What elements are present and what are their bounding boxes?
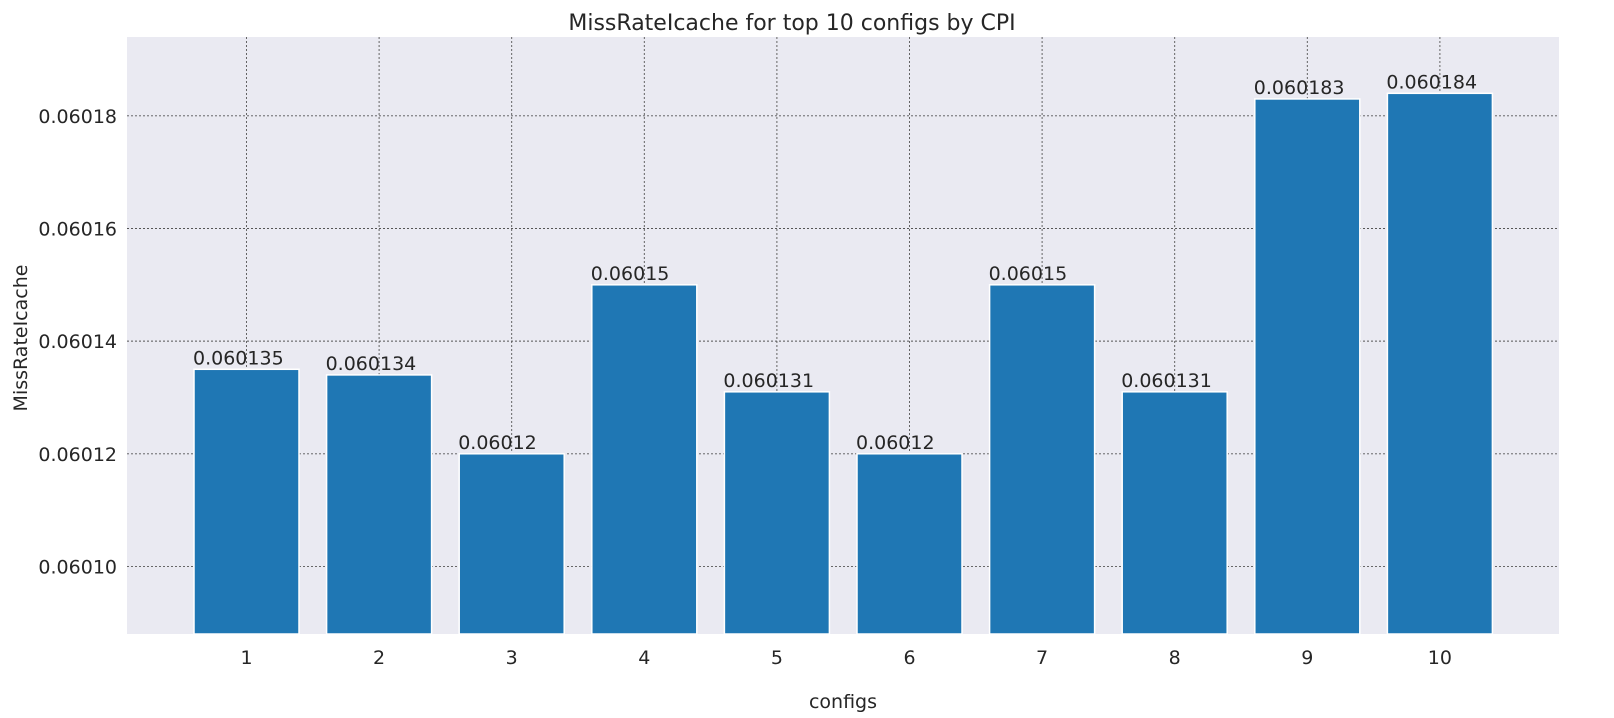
x-tick-label: 1 — [240, 647, 252, 669]
bar — [1254, 98, 1361, 635]
x-tick-label: 9 — [1301, 647, 1313, 669]
x-tick-label: 7 — [1036, 647, 1048, 669]
bar — [325, 374, 433, 635]
bar-value-label: 0.060134 — [326, 353, 417, 375]
bar-value-label: 0.06015 — [989, 263, 1068, 285]
y-tick-label: 0.06010 — [38, 556, 117, 578]
bar — [1386, 92, 1494, 635]
y-tick-label: 0.06012 — [38, 444, 117, 466]
data-labels: 0.060135 0.060134 0.06012 0.06015 0.060131 0.… — [193, 71, 1477, 453]
chart-title: MissRateIcache for top 10 configs by CPI — [568, 11, 1015, 36]
x-tick-label: 10 — [1428, 647, 1452, 669]
bar — [591, 284, 698, 635]
y-tick-labels: 0.06010 0.06012 0.06014 0.06016 0.06018 — [38, 106, 117, 579]
bar-value-label: 0.060135 — [193, 347, 284, 369]
bars — [193, 92, 1494, 635]
bar-value-label: 0.060131 — [723, 370, 814, 392]
bar-value-label: 0.06012 — [856, 432, 935, 454]
bar — [193, 368, 300, 635]
y-tick-label: 0.06016 — [38, 218, 117, 240]
bar — [856, 453, 963, 635]
x-tick-label: 8 — [1169, 647, 1181, 669]
bar — [988, 284, 1096, 635]
y-tick-label: 0.06014 — [38, 331, 117, 353]
bar-value-label: 0.060183 — [1254, 77, 1345, 99]
bar-value-label: 0.06015 — [591, 263, 670, 285]
y-axis-label: MissRateIcache — [10, 265, 32, 412]
x-tick-label: 5 — [771, 647, 783, 669]
bar-value-label: 0.060131 — [1121, 370, 1212, 392]
x-tick-label: 4 — [638, 647, 650, 669]
bar-value-label: 0.06012 — [458, 432, 537, 454]
bar-value-label: 0.060184 — [1386, 71, 1477, 93]
bar — [458, 453, 565, 635]
bar — [1121, 391, 1228, 635]
x-axis-label: configs — [809, 691, 877, 713]
x-tick-label: 6 — [903, 647, 915, 669]
x-tick-label: 3 — [506, 647, 518, 669]
y-tick-label: 0.06018 — [38, 106, 117, 128]
x-tick-label: 2 — [373, 647, 385, 669]
x-tick-labels: 1 2 3 4 5 6 7 8 9 10 — [240, 647, 1452, 669]
bar — [723, 391, 831, 635]
